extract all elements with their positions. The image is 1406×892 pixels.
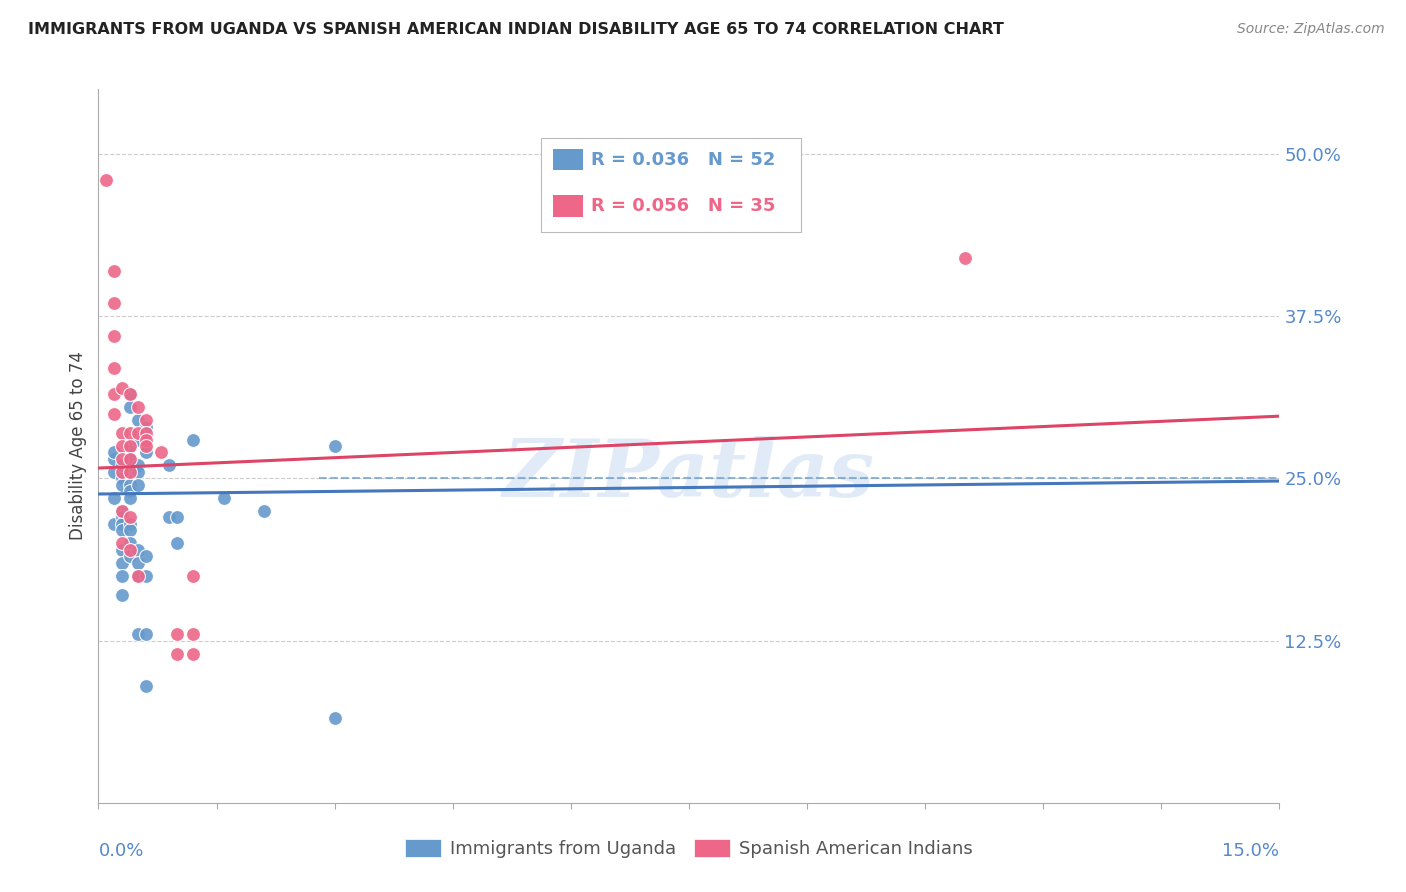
Point [103, 387, 125, 401]
Point [127, 465, 149, 479]
Point [181, 568, 204, 582]
Point [127, 478, 149, 492]
Point [166, 627, 188, 641]
Point [111, 516, 134, 531]
Point [118, 452, 141, 467]
Point [157, 510, 180, 524]
Point [103, 264, 125, 278]
Point [118, 400, 141, 414]
Point [166, 647, 188, 661]
Point [118, 549, 141, 564]
Point [118, 536, 141, 550]
Text: Source: ZipAtlas.com: Source: ZipAtlas.com [1237, 22, 1385, 37]
Point [135, 419, 157, 434]
Point [181, 433, 204, 447]
Point [111, 439, 134, 453]
Point [135, 413, 157, 427]
Point [127, 627, 149, 641]
Point [118, 439, 141, 453]
Text: R = 0.036   N = 52: R = 0.036 N = 52 [591, 151, 775, 169]
Point [111, 458, 134, 473]
Point [135, 627, 157, 641]
Point [103, 516, 125, 531]
Point [111, 542, 134, 557]
Point [118, 524, 141, 538]
Point [118, 387, 141, 401]
Point [111, 452, 134, 467]
Point [96, 173, 118, 187]
Point [127, 425, 149, 440]
Point [953, 251, 976, 265]
Point [118, 484, 141, 499]
Point [103, 452, 125, 467]
Y-axis label: Disability Age 65 to 74: Disability Age 65 to 74 [69, 351, 87, 541]
Point [135, 549, 157, 564]
Point [111, 425, 134, 440]
Point [103, 328, 125, 343]
Point [150, 445, 173, 459]
Point [118, 491, 141, 505]
Point [118, 425, 141, 440]
Point [111, 536, 134, 550]
Text: 15.0%: 15.0% [1222, 842, 1279, 860]
Point [111, 524, 134, 538]
Point [111, 504, 134, 518]
Point [135, 439, 157, 453]
Point [103, 465, 125, 479]
Point [181, 627, 204, 641]
Point [111, 471, 134, 485]
Point [111, 381, 134, 395]
Point [135, 679, 157, 693]
Point [103, 491, 125, 505]
Point [135, 425, 157, 440]
Point [111, 568, 134, 582]
Point [118, 542, 141, 557]
Text: IMMIGRANTS FROM UGANDA VS SPANISH AMERICAN INDIAN DISABILITY AGE 65 TO 74 CORREL: IMMIGRANTS FROM UGANDA VS SPANISH AMERIC… [28, 22, 1004, 37]
Point [135, 433, 157, 447]
Point [103, 296, 125, 310]
Point [323, 711, 346, 725]
Point [118, 387, 141, 401]
Point [118, 478, 141, 492]
Point [111, 510, 134, 524]
Point [118, 465, 141, 479]
Point [118, 452, 141, 467]
Point [135, 568, 157, 582]
Point [118, 510, 141, 524]
Point [103, 361, 125, 376]
Point [214, 491, 236, 505]
Point [111, 556, 134, 570]
Point [111, 478, 134, 492]
Legend: Immigrants from Uganda, Spanish American Indians: Immigrants from Uganda, Spanish American… [398, 831, 980, 865]
Point [127, 413, 149, 427]
Point [166, 536, 188, 550]
Text: 0.0%: 0.0% [98, 842, 143, 860]
Point [135, 445, 157, 459]
Point [181, 647, 204, 661]
Point [127, 433, 149, 447]
Point [253, 504, 276, 518]
Point [111, 465, 134, 479]
Point [127, 458, 149, 473]
Text: ZIPatlas: ZIPatlas [503, 436, 875, 513]
Point [103, 407, 125, 421]
Point [127, 568, 149, 582]
Point [323, 439, 346, 453]
Point [118, 465, 141, 479]
Point [127, 400, 149, 414]
Text: R = 0.056   N = 35: R = 0.056 N = 35 [591, 197, 775, 215]
Point [127, 568, 149, 582]
Point [103, 445, 125, 459]
Point [166, 510, 188, 524]
Point [127, 542, 149, 557]
Point [118, 439, 141, 453]
Point [157, 458, 180, 473]
Point [127, 556, 149, 570]
Point [118, 516, 141, 531]
Point [111, 588, 134, 602]
Point [111, 504, 134, 518]
